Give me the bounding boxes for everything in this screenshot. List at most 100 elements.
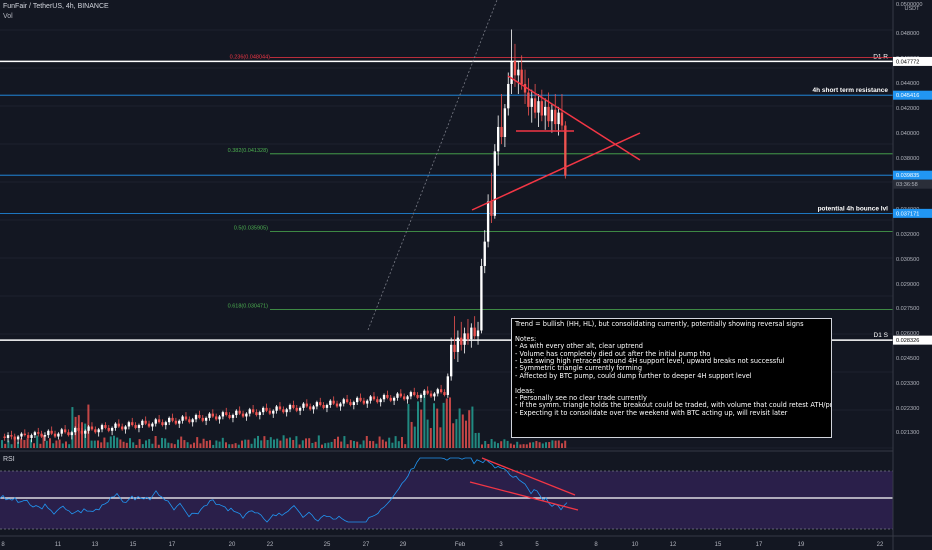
- volume-bar: [241, 440, 243, 448]
- price-tick: 0.024500: [896, 356, 919, 362]
- candle-body: [40, 433, 43, 437]
- volume-bar: [436, 408, 439, 448]
- symbol-title: FunFair / TetherUS, 4h, BINANCE: [3, 3, 109, 10]
- candle-body: [282, 409, 285, 413]
- candle-body: [23, 433, 26, 436]
- candle-body: [480, 265, 483, 331]
- candle-body: [523, 83, 527, 93]
- candle-body: [134, 425, 137, 428]
- candle-body: [228, 415, 231, 418]
- candle-body: [80, 430, 84, 434]
- volume-bar: [541, 443, 544, 448]
- candle-body: [178, 420, 181, 424]
- volume-bar: [122, 441, 125, 448]
- volume-bar: [125, 442, 128, 448]
- candle-body: [544, 106, 547, 116]
- volume-bar: [385, 441, 387, 448]
- volume-bar: [391, 442, 394, 448]
- candle-body: [251, 409, 255, 413]
- price-tick: 0.044000: [896, 81, 919, 87]
- volume-bar: [7, 440, 10, 448]
- candle-body: [470, 327, 473, 340]
- volume-bar: [244, 439, 247, 448]
- candle-body: [164, 422, 167, 426]
- notes-line: [515, 380, 828, 387]
- volume-bar: [564, 440, 567, 448]
- candle-body: [345, 399, 349, 403]
- time-tick: 13: [92, 542, 99, 548]
- volume-bar: [561, 443, 563, 448]
- candle-body: [131, 422, 134, 426]
- candle-body: [315, 402, 319, 407]
- candle-body: [141, 420, 144, 426]
- volume-bar: [74, 416, 77, 448]
- time-tick: 15: [715, 542, 722, 548]
- volume-bar: [68, 444, 71, 448]
- volume-bar: [317, 435, 320, 448]
- candle-body: [60, 429, 63, 434]
- volume-bar: [343, 436, 346, 448]
- volume-bar: [308, 438, 311, 448]
- volume-bar: [148, 439, 151, 448]
- candle-body: [359, 397, 362, 401]
- candle-body: [33, 432, 37, 436]
- volume-bar: [433, 403, 435, 448]
- volume-bar: [10, 444, 13, 448]
- volume-bar: [369, 440, 371, 448]
- candle-body: [288, 405, 292, 410]
- candle-body: [339, 403, 342, 407]
- volume-bar: [481, 444, 483, 448]
- volume-bar: [513, 444, 515, 448]
- volume-bar: [372, 441, 375, 448]
- volume-bar: [129, 438, 131, 448]
- volume-bar: [180, 436, 183, 448]
- candle-body: [547, 106, 550, 122]
- volume-bar: [199, 443, 202, 448]
- candle-body: [309, 406, 312, 410]
- rsi-divergence-upper: [481, 457, 576, 496]
- candle-body: [168, 417, 171, 423]
- volume-bar: [119, 439, 122, 448]
- candle-body: [439, 389, 443, 393]
- candle-body: [540, 101, 543, 116]
- volume-bar: [71, 407, 74, 448]
- candle-body: [298, 407, 302, 411]
- volume-bar: [545, 442, 547, 448]
- rsi-line: [0, 457, 568, 523]
- candle-body: [231, 415, 235, 418]
- candle-body: [10, 435, 13, 437]
- price-tag: [893, 335, 932, 345]
- volume-bar: [324, 443, 327, 448]
- candle-body: [530, 98, 533, 107]
- volume-bar: [298, 444, 301, 448]
- volume-bar: [263, 436, 266, 448]
- candle-body: [124, 426, 127, 430]
- volume-bar: [33, 443, 35, 448]
- volume-bar: [471, 406, 474, 448]
- candle-body: [379, 399, 382, 403]
- price-tick: 0.030500: [896, 257, 919, 263]
- volume-bar: [167, 442, 170, 448]
- volume-bar: [23, 440, 26, 448]
- volume-bar: [340, 441, 343, 448]
- volume-bar: [525, 444, 528, 448]
- candle-body: [218, 416, 221, 420]
- volume-bar: [65, 441, 67, 448]
- volume-bar: [170, 443, 173, 448]
- volume-bar: [1, 440, 3, 448]
- volume-bar: [90, 440, 93, 448]
- volume-bar: [417, 401, 419, 448]
- candle-body: [104, 425, 107, 428]
- candle-body: [292, 405, 295, 408]
- candle-body: [329, 400, 332, 406]
- candle-body: [211, 413, 214, 417]
- rsi-title: RSI: [3, 456, 15, 463]
- candle-body: [460, 337, 463, 345]
- volume-bar: [164, 438, 167, 448]
- candle-body: [16, 436, 20, 440]
- candle-body: [37, 432, 40, 434]
- volume-bar: [228, 444, 231, 448]
- volume-bar: [311, 442, 314, 448]
- volume-bar: [439, 427, 442, 448]
